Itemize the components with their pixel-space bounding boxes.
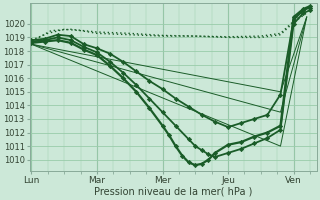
X-axis label: Pression niveau de la mer( hPa ): Pression niveau de la mer( hPa )	[94, 187, 252, 197]
